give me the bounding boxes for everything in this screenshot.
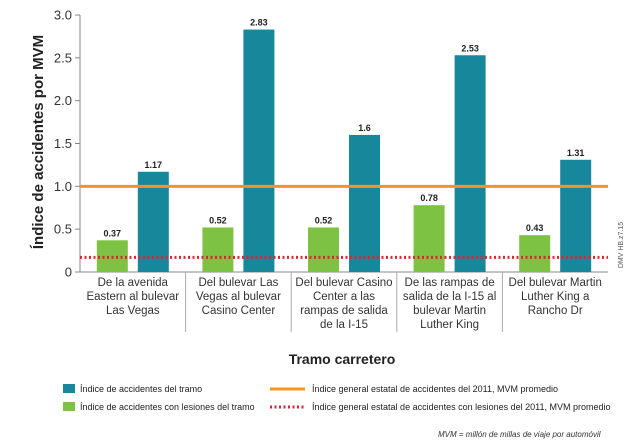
total-data-label: 2.53 bbox=[461, 43, 479, 53]
y-axis-title: Índice de accidentes por MVM bbox=[30, 35, 47, 249]
category-labels: De la avenida Eastern al bulevar Las Vegas… bbox=[86, 277, 601, 331]
y-tick-label: 0.5 bbox=[54, 222, 72, 237]
injury-bar bbox=[308, 227, 339, 272]
bars bbox=[96, 29, 592, 272]
legend-label-total: Índice de accidentes del tramo bbox=[80, 384, 202, 394]
x-category-label: Luther King a bbox=[521, 291, 590, 303]
x-category-label: Center a las bbox=[313, 291, 375, 303]
injury-data-label: 0.52 bbox=[315, 215, 333, 225]
injury-data-label: 0.37 bbox=[104, 228, 122, 238]
y-ticks: 0 0.5 1.0 1.5 2.0 2.5 3.0 bbox=[54, 8, 80, 280]
injury-bar bbox=[519, 235, 551, 272]
injury-bar bbox=[413, 205, 445, 272]
total-bar bbox=[243, 29, 275, 272]
y-tick-label: 2.5 bbox=[54, 50, 72, 65]
injury-data-label: 0.78 bbox=[420, 193, 438, 203]
injury-data-label: 0.52 bbox=[209, 215, 227, 225]
legend-label-state-avg: Índice general estatal de accidentes del… bbox=[312, 384, 558, 394]
x-category-label: bulevar Martin bbox=[413, 305, 486, 317]
x-category-label: Las Vegas bbox=[106, 305, 160, 317]
legend-swatch-total bbox=[63, 384, 75, 393]
legend: Índice de accidentes del tramo Índice de… bbox=[63, 384, 611, 412]
data-labels: 0.37 1.17 0.52 2.83 0.52 1.6 0.78 2.53 0.43 1.31 bbox=[104, 18, 585, 239]
category-dividers bbox=[185, 272, 503, 332]
y-tick-label: 2.0 bbox=[54, 93, 72, 108]
x-category-label: Del bulevar Casino bbox=[295, 277, 392, 289]
y-tick-label: 1.0 bbox=[54, 179, 72, 194]
y-tick-label: 0 bbox=[65, 265, 72, 280]
total-bar bbox=[349, 134, 380, 272]
legend-swatch-injury bbox=[63, 402, 75, 411]
x-category-label: Del bulevar Las bbox=[198, 277, 278, 289]
total-bar bbox=[137, 171, 169, 272]
x-category-label: Vegas al bulevar bbox=[196, 291, 281, 303]
total-bar bbox=[560, 159, 592, 272]
x-category-label: Rancho Dr bbox=[528, 305, 583, 317]
injury-bar bbox=[202, 227, 234, 272]
total-data-label: 1.31 bbox=[567, 148, 585, 158]
total-data-label: 1.6 bbox=[358, 123, 371, 133]
injury-data-label: 0.43 bbox=[526, 223, 544, 233]
reference-lines bbox=[80, 184, 608, 259]
legend-label-state-injury-avg: Índice general estatal de accidentes con… bbox=[312, 402, 611, 412]
x-category-label: de la I-15 bbox=[320, 319, 368, 331]
total-data-label: 2.83 bbox=[250, 18, 268, 28]
x-category-label: Casino Center bbox=[202, 305, 276, 317]
x-category-label: Del bulevar Martin bbox=[509, 277, 602, 289]
footnote: MVM = millón de millas de viaje por auto… bbox=[438, 430, 601, 439]
x-category-label: Luther King bbox=[420, 319, 479, 331]
x-category-label: De las rampas de bbox=[405, 277, 495, 289]
y-tick-label: 1.5 bbox=[54, 136, 72, 151]
legend-label-injury: Índice de accidentes con lesiones del tr… bbox=[80, 402, 255, 412]
side-code-label: DMV HB.z7.15 bbox=[618, 222, 625, 268]
total-data-label: 1.17 bbox=[145, 160, 163, 170]
total-bar bbox=[454, 55, 486, 272]
y-tick-label: 3.0 bbox=[54, 8, 72, 23]
x-category-label: rampas de salida bbox=[300, 305, 388, 317]
x-category-label: Eastern al bulevar bbox=[86, 291, 179, 303]
x-axis-title: Tramo carretero bbox=[289, 351, 396, 367]
x-category-label: De la avenida bbox=[98, 277, 169, 289]
x-category-label: salida de la I-15 al bbox=[403, 291, 496, 303]
